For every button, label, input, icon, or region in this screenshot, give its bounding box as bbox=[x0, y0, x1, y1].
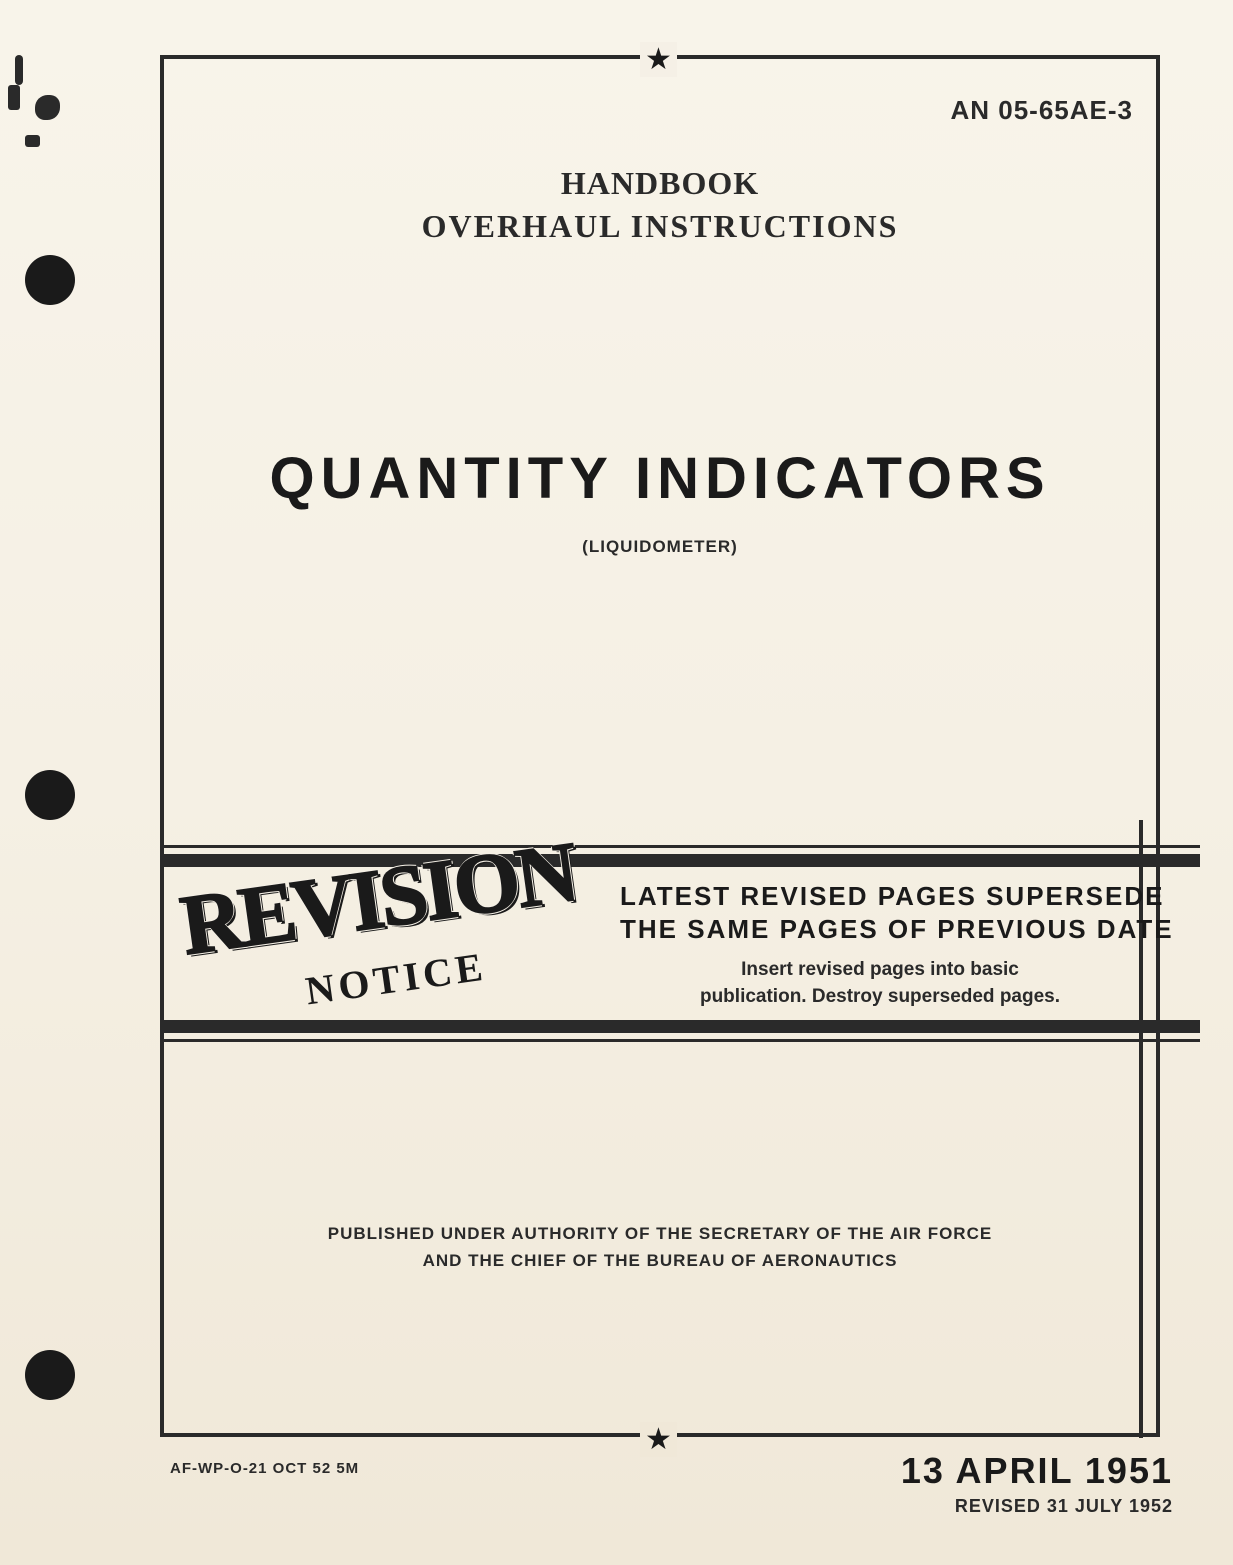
edge-mark bbox=[8, 85, 20, 110]
main-title-block: QUANTITY INDICATORS (LIQUIDOMETER) bbox=[160, 445, 1160, 557]
subtitle-text: (LIQUIDOMETER) bbox=[160, 537, 1160, 557]
edge-mark bbox=[35, 95, 60, 120]
thin-rule bbox=[160, 845, 1200, 848]
footer-date-block: 13 APRIL 1951 REVISED 31 JULY 1952 bbox=[901, 1450, 1173, 1517]
footer-date: 13 APRIL 1951 bbox=[901, 1450, 1173, 1492]
star-top-icon: ★ bbox=[640, 42, 677, 77]
authority-line1: PUBLISHED UNDER AUTHORITY OF THE SECRETA… bbox=[160, 1220, 1160, 1247]
handbook-title-block: HANDBOOK OVERHAUL INSTRUCTIONS bbox=[160, 165, 1160, 245]
handbook-subtitle: OVERHAUL INSTRUCTIONS bbox=[160, 208, 1160, 245]
revision-body: Insert revised pages into basic publicat… bbox=[620, 957, 1180, 1010]
document-page: ★ ★ AN 05-65AE-3 HANDBOOK OVERHAUL INSTR… bbox=[0, 0, 1233, 1565]
revision-text-block: LATEST REVISED PAGES SUPERSEDE THE SAME … bbox=[620, 880, 1180, 1010]
punch-hole bbox=[25, 255, 75, 305]
horizontal-rule-bottom bbox=[160, 1020, 1200, 1042]
handbook-label: HANDBOOK bbox=[160, 165, 1160, 202]
revision-heading-line2: THE SAME PAGES OF PREVIOUS DATE bbox=[620, 913, 1180, 946]
revision-heading-line1: LATEST REVISED PAGES SUPERSEDE bbox=[620, 880, 1180, 913]
revision-body-line1: Insert revised pages into basic bbox=[741, 959, 1019, 980]
document-number: AN 05-65AE-3 bbox=[950, 95, 1133, 126]
footer-revised-date: REVISED 31 JULY 1952 bbox=[901, 1496, 1173, 1517]
footer-print-code: AF-WP-O-21 OCT 52 5M bbox=[170, 1460, 359, 1477]
authority-line2: AND THE CHIEF OF THE BUREAU OF AERONAUTI… bbox=[160, 1247, 1160, 1274]
star-bottom-icon: ★ bbox=[640, 1422, 677, 1457]
main-title-text: QUANTITY INDICATORS bbox=[160, 445, 1160, 512]
thin-rule bbox=[160, 1039, 1200, 1042]
thick-rule bbox=[160, 1020, 1200, 1033]
edge-mark bbox=[25, 135, 40, 147]
scan-artifacts bbox=[0, 0, 90, 1565]
revision-body-line2: publication. Destroy superseded pages. bbox=[700, 986, 1060, 1007]
edge-mark bbox=[15, 55, 23, 85]
punch-hole bbox=[25, 770, 75, 820]
authority-block: PUBLISHED UNDER AUTHORITY OF THE SECRETA… bbox=[160, 1220, 1160, 1274]
punch-hole bbox=[25, 1350, 75, 1400]
